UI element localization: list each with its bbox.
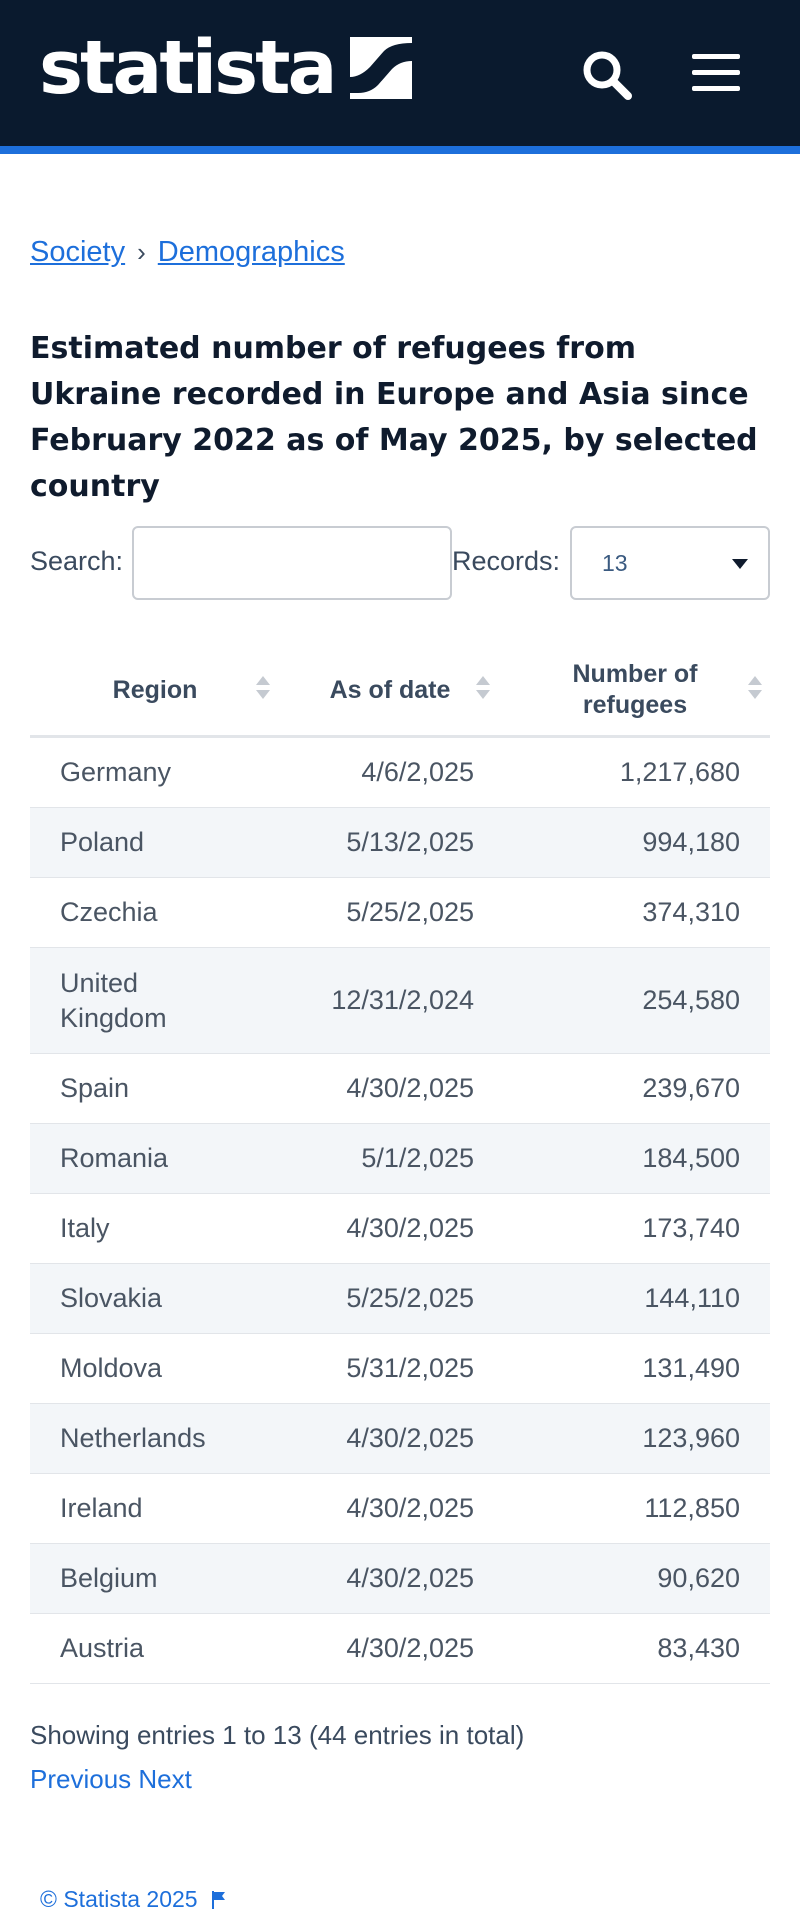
cell-region: Moldova — [60, 1353, 163, 1383]
cell-as-of-date: 4/30/2,025 — [346, 1633, 474, 1663]
cell-as-of-date: 4/6/2,025 — [361, 757, 474, 787]
cell-as-of-date: 4/30/2,025 — [346, 1563, 474, 1593]
cell-as-of-date: 5/25/2,025 — [346, 897, 474, 927]
column-header-label: Region — [112, 675, 198, 704]
cell-as-of-date: 5/31/2,025 — [346, 1353, 474, 1383]
table-row: Spain 4/30/2,025 239,670 — [30, 1054, 770, 1124]
cell-number-of-refugees: 83,430 — [657, 1633, 740, 1663]
sort-icon — [748, 676, 762, 702]
column-header-region[interactable]: Region — [30, 642, 280, 738]
cell-region: Austria — [60, 1633, 145, 1663]
table-row: Slovakia 5/25/2,025 144,110 — [30, 1264, 770, 1334]
column-header-as-of-date[interactable]: As of date — [280, 642, 500, 738]
table-row: Moldova 5/31/2,025 131,490 — [30, 1334, 770, 1404]
cell-as-of-date: 4/30/2,025 — [346, 1213, 474, 1243]
table-row: Germany 4/6/2,025 1,217,680 — [30, 738, 770, 808]
cell-number-of-refugees: 90,620 — [657, 1563, 740, 1593]
flag-icon[interactable] — [211, 1890, 226, 1909]
cell-region: Italy — [60, 1213, 110, 1243]
table-row: Netherlands 4/30/2,025 123,960 — [30, 1404, 770, 1474]
table-row: Poland 5/13/2,025 994,180 — [30, 808, 770, 878]
previous-page-link[interactable]: Previous — [30, 1764, 132, 1794]
cell-region: Slovakia — [60, 1283, 163, 1313]
table-row: Romania 5/1/2,025 184,500 — [30, 1124, 770, 1194]
cell-number-of-refugees: 144,110 — [644, 1283, 740, 1313]
table-row: Belgium 4/30/2,025 90,620 — [30, 1544, 770, 1614]
table-row: Italy 4/30/2,025 173,740 — [30, 1194, 770, 1264]
records-select[interactable]: 13 — [570, 526, 770, 600]
cell-as-of-date: 5/25/2,025 — [346, 1283, 474, 1313]
table-row: Ireland 4/30/2,025 112,850 — [30, 1474, 770, 1544]
cell-number-of-refugees: 1,217,680 — [619, 757, 740, 787]
cell-as-of-date: 4/30/2,025 — [346, 1073, 474, 1103]
column-header-label: As of date — [329, 675, 451, 704]
menu-button[interactable] — [688, 50, 744, 96]
cell-as-of-date: 5/13/2,025 — [346, 827, 474, 857]
statista-logo[interactable]: statista — [39, 25, 413, 111]
copyright-text: © Statista 2025 — [40, 1886, 198, 1912]
table-row: Czechia 5/25/2,025 374,310 — [30, 878, 770, 948]
cell-as-of-date: 5/1/2,025 — [361, 1143, 474, 1173]
breadcrumb-demographics-link[interactable]: Demographics — [157, 236, 345, 268]
cell-number-of-refugees: 254,580 — [642, 985, 740, 1015]
cell-region: Czechia — [60, 897, 158, 927]
search-icon — [583, 51, 632, 100]
records-label: Records: — [452, 546, 561, 576]
cell-as-of-date: 4/30/2,025 — [346, 1423, 474, 1453]
column-header-number-of-refugees[interactable]: Number of refugees — [500, 642, 770, 738]
breadcrumb-society-link[interactable]: Society — [30, 236, 126, 268]
search-label: Search: — [30, 546, 124, 576]
breadcrumb-separator: › — [137, 237, 146, 267]
header-accent-bar — [0, 146, 800, 154]
sort-icon — [256, 676, 270, 702]
cell-number-of-refugees: 239,670 — [642, 1073, 740, 1103]
cell-region: Ireland — [60, 1493, 143, 1523]
cell-number-of-refugees: 173,740 — [642, 1213, 740, 1243]
table-header-row: Region As of date Number of refugees — [30, 642, 770, 738]
records-selected-value: 13 — [602, 550, 628, 576]
statista-logo-icon — [350, 37, 413, 99]
cell-region: Poland — [60, 827, 145, 857]
table-row: Austria 4/30/2,025 83,430 — [30, 1614, 770, 1684]
logo-wordmark: statista — [39, 25, 337, 111]
table-controls: Search: Records: 13 — [30, 526, 770, 600]
cell-number-of-refugees: 131,490 — [642, 1353, 740, 1383]
cell-as-of-date: 4/30/2,025 — [346, 1493, 474, 1523]
hamburger-menu-icon — [692, 54, 740, 91]
cell-region: Germany — [60, 757, 172, 787]
pagination-controls: Previous Next — [30, 1764, 192, 1795]
cell-region: Netherlands — [60, 1423, 206, 1453]
sort-icon — [476, 676, 490, 702]
caret-down-icon — [732, 559, 748, 569]
next-page-link[interactable]: Next — [138, 1764, 192, 1794]
cell-number-of-refugees: 994,180 — [642, 827, 740, 857]
column-header-label: Number of refugees — [572, 660, 698, 719]
search-button[interactable] — [580, 48, 634, 102]
cell-as-of-date: 12/31/2,024 — [331, 985, 474, 1015]
cell-region: Spain — [60, 1073, 130, 1103]
cell-number-of-refugees: 184,500 — [642, 1143, 740, 1173]
page-title: Estimated number of refugees from Ukrain… — [30, 331, 758, 504]
search-input[interactable] — [132, 526, 452, 600]
breadcrumb: Society › Demographics — [30, 236, 345, 269]
footer: © Statista 2025 — [40, 1886, 226, 1913]
table-row: United Kingdom 12/31/2,024 254,580 — [30, 948, 770, 1054]
cell-region: United Kingdom — [60, 967, 167, 1033]
cell-number-of-refugees: 123,960 — [642, 1423, 740, 1453]
cell-region: Romania — [60, 1143, 169, 1173]
cell-number-of-refugees: 374,310 — [642, 897, 740, 927]
pagination-info: Showing entries 1 to 13 (44 entries in t… — [30, 1720, 525, 1750]
site-header: statista — [0, 0, 800, 146]
cell-number-of-refugees: 112,850 — [644, 1493, 740, 1523]
data-table: Region As of date Number of refugees Ger… — [30, 642, 770, 1684]
cell-region: Belgium — [60, 1563, 158, 1593]
